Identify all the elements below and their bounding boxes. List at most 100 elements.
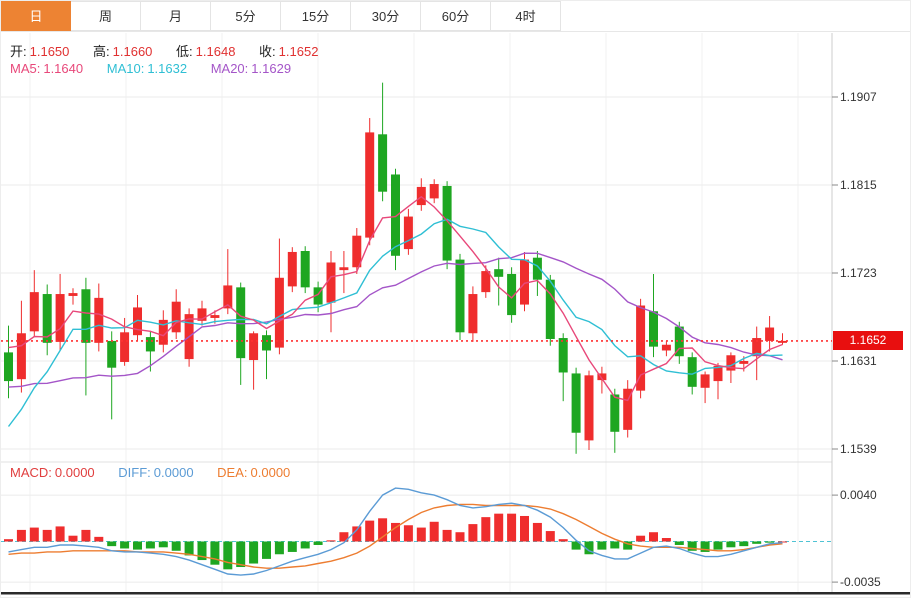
high-value: 1.1660 — [112, 44, 153, 59]
candle-body — [4, 352, 13, 382]
macd-histogram-bar — [558, 539, 568, 542]
macd-histogram-bar — [274, 541, 284, 555]
candle-body — [223, 285, 233, 309]
candle-body — [120, 332, 130, 362]
macd-histogram-bar — [507, 513, 517, 542]
macd-histogram-bar — [455, 532, 465, 542]
macd-histogram-bar — [378, 518, 388, 542]
candle-body — [739, 361, 749, 364]
open-label: 开: — [10, 44, 27, 59]
ma5-value: 1.1640 — [43, 61, 84, 76]
candle-body — [55, 294, 65, 342]
main-price-plot[interactable] — [1, 33, 832, 462]
close-value: 1.1652 — [278, 44, 319, 59]
tab-day[interactable]: 日 — [1, 1, 71, 31]
macd-histogram-bar — [391, 522, 400, 542]
macd-histogram-bar — [313, 541, 323, 545]
macd-histogram-bar — [726, 541, 736, 548]
ma-readout: MA5: 1.1640 MA10: 1.1632 MA20: 1.1629 — [10, 61, 294, 76]
candle-body — [674, 326, 684, 357]
macd-histogram-bar — [210, 541, 220, 565]
current-price-badge: 1.1652 — [833, 331, 903, 351]
y-axis-label: 1.1815 — [840, 178, 877, 192]
candle-body — [558, 338, 568, 373]
candle-body — [468, 294, 478, 334]
candle-body — [752, 338, 762, 357]
macd-histogram-bar — [4, 539, 13, 542]
candle-body — [133, 307, 142, 336]
candle-body — [442, 185, 452, 261]
y-axis-label: 1.1907 — [840, 90, 877, 104]
candle-body — [455, 259, 465, 333]
diff-line — [8, 487, 783, 576]
candle-body — [287, 251, 297, 287]
macd-histogram-bar — [468, 524, 478, 542]
candle-body — [545, 279, 555, 339]
macd-histogram-bar — [326, 540, 336, 542]
y-axis-label: 0.0040 — [840, 488, 877, 503]
macd-histogram-bar — [739, 541, 749, 547]
macd-histogram-bar — [778, 541, 787, 543]
high-label: 高: — [93, 44, 110, 59]
macd-histogram-bar — [236, 541, 246, 568]
y-axis-label: -0.0035 — [840, 575, 881, 590]
ma10-value: 1.1632 — [147, 61, 188, 76]
tab-5min[interactable]: 5分 — [211, 1, 281, 31]
macd-histogram-bar — [287, 541, 297, 552]
open-value: 1.1650 — [29, 44, 70, 59]
macd-histogram-bar — [636, 535, 646, 542]
tab-30min[interactable]: 30分 — [351, 1, 421, 31]
macd-histogram-bar — [403, 525, 413, 542]
candle-body — [274, 277, 284, 348]
candle-body — [249, 333, 259, 361]
candle-body — [597, 373, 607, 381]
dea-value: 0.0000 — [250, 465, 291, 480]
macd-histogram-bar — [262, 541, 271, 559]
macd-histogram-bar — [623, 541, 633, 550]
dea-label: DEA: — [217, 465, 248, 480]
candle-body — [778, 340, 787, 343]
candle-body — [16, 333, 26, 380]
candle-body — [584, 375, 594, 441]
tab-month[interactable]: 月 — [141, 1, 211, 31]
ohlc-readout: 开: 1.1650 高: 1.1660 低: 1.1648 收: 1.1652 — [10, 41, 321, 60]
macd-histogram-bar — [649, 532, 658, 542]
candle-body — [158, 319, 168, 345]
low-value: 1.1648 — [195, 44, 236, 59]
macd-histogram-bar — [223, 541, 233, 570]
ma5-line — [8, 195, 783, 402]
macd-histogram-bar — [94, 536, 104, 542]
tab-60min[interactable]: 60分 — [421, 1, 491, 31]
candle-body — [765, 327, 775, 341]
macd-histogram-bar — [687, 541, 697, 551]
y-axis-label: 1.1723 — [840, 266, 877, 280]
candle-body — [107, 340, 117, 368]
diff-label: DIFF: — [118, 465, 151, 480]
macd-plot[interactable] — [1, 462, 832, 592]
macd-histogram-bar — [133, 541, 142, 550]
macd-histogram-bar — [597, 541, 607, 550]
macd-histogram-bar — [545, 531, 555, 542]
candle-body — [726, 355, 736, 371]
tab-15min[interactable]: 15分 — [281, 1, 351, 31]
macd-histogram-bar — [16, 529, 26, 542]
macd-histogram-bar — [700, 541, 710, 552]
tab-week[interactable]: 周 — [71, 1, 141, 31]
macd-histogram-bar — [442, 529, 452, 542]
macd-histogram-bar — [145, 541, 155, 549]
ma10-label: MA10: — [106, 61, 145, 76]
candle-body — [339, 267, 349, 271]
candle-body — [571, 373, 581, 433]
macd-histogram-bar — [752, 541, 762, 544]
candle-body — [481, 271, 491, 293]
candle-body — [300, 251, 310, 288]
ma20-label: MA20: — [210, 61, 249, 76]
candle-body — [429, 184, 439, 199]
macd-histogram-bar — [29, 527, 39, 542]
tab-4hour[interactable]: 4时 — [491, 1, 561, 31]
macd-histogram-bar — [171, 541, 181, 551]
macd-histogram-bar — [120, 541, 130, 549]
ma20-line — [8, 252, 783, 388]
candle-body — [520, 259, 529, 305]
